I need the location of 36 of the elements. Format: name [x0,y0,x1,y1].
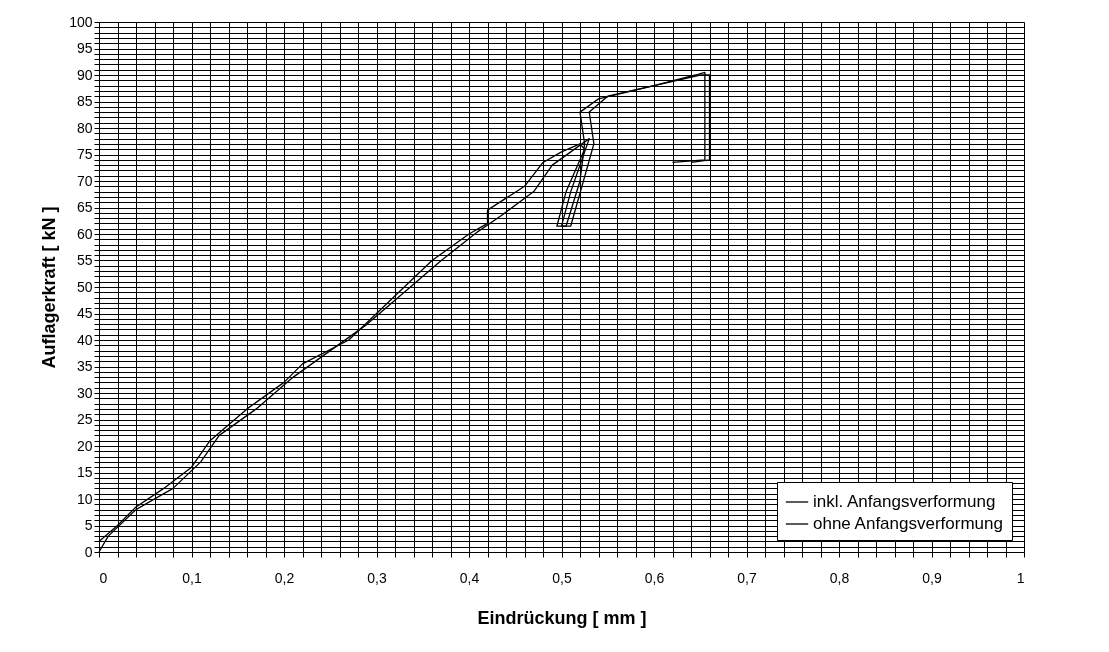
x-tick-label: 0,3 [367,569,387,586]
x-tick-label: 0,8 [829,569,850,586]
x-tick-label: 0,2 [274,569,295,586]
y-tick-label: 85 [76,93,93,109]
x-tick-label: 0,1 [182,569,202,586]
x-axis-title: Eindrückung [ mm ] [477,607,647,628]
y-tick-label: 40 [76,331,93,348]
y-axis-title: Auflagerkraft [ kN ] [39,206,60,369]
y-tick-label: 50 [76,278,93,295]
x-tick-label: 0,6 [644,569,665,586]
y-tick-label: 20 [76,437,93,454]
y-tick-label: 30 [76,384,93,401]
legend-label: inkl. Anfangsverformung [813,492,996,511]
y-tick-label: 95 [76,40,93,56]
x-tick-label: 1 [1016,569,1025,586]
y-tick-label: 100 [69,13,93,30]
y-tick-label: 5 [84,517,93,533]
x-tick-label: 0,5 [552,569,572,586]
x-tick-label: 0,7 [737,569,757,586]
y-tick-label: 55 [76,252,93,268]
x-tick-label: 0,9 [922,569,942,586]
y-tick-label: 10 [76,490,93,507]
y-tick-label: 65 [76,199,93,215]
y-tick-label: 90 [76,66,93,83]
y-tick-label: 15 [76,464,93,480]
y-tick-label: 80 [76,119,93,136]
y-tick-label: 35 [76,358,93,374]
x-tick-label: 0 [99,569,108,586]
y-tick-label: 25 [76,411,93,427]
y-tick-label: 75 [76,146,93,162]
legend-label: ohne Anfangsverformung [813,514,1003,533]
x-tick-label: 0,4 [459,569,480,586]
y-tick-label: 0 [84,543,93,560]
y-tick-label: 70 [76,172,93,189]
y-tick-label: 45 [76,305,93,321]
y-tick-label: 60 [76,225,93,242]
